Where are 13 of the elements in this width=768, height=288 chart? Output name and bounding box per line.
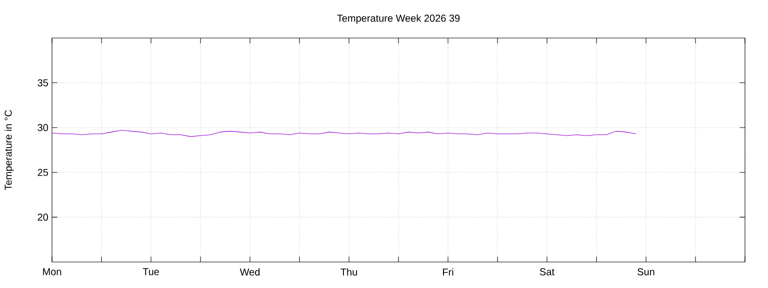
x-tick-label: Wed — [240, 268, 260, 276]
x-tick-label: Fri — [442, 268, 454, 276]
y-tick-label: 35 — [38, 79, 48, 86]
chart-title: Temperature Week 2026 39 — [337, 14, 460, 24]
y-axis-title: Temperature in °C — [4, 110, 14, 190]
x-tick-label: Tue — [142, 268, 159, 276]
y-tick-label: 20 — [38, 214, 48, 221]
x-tick-label: Sun — [638, 268, 654, 276]
y-tick-label: 30 — [38, 124, 48, 132]
x-tick-label: Sat — [540, 268, 554, 276]
x-tick-label: Thu — [340, 268, 357, 276]
x-tick-label: Mon — [43, 268, 62, 276]
y-tick-label: 25 — [38, 168, 48, 176]
